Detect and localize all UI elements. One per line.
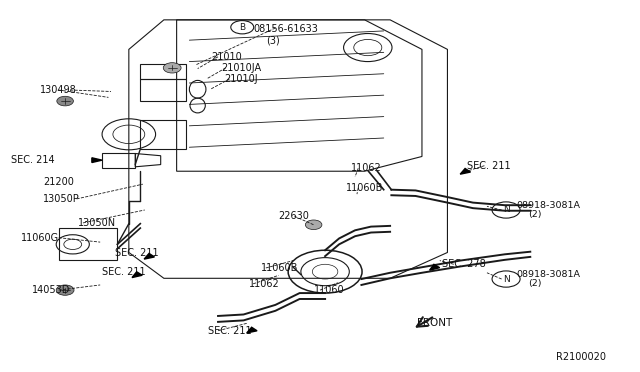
Text: 21010: 21010 bbox=[212, 52, 243, 62]
Polygon shape bbox=[92, 158, 102, 163]
Text: SEC. 214: SEC. 214 bbox=[11, 155, 54, 165]
Text: 08156-61633: 08156-61633 bbox=[253, 24, 318, 34]
Text: 13050N: 13050N bbox=[78, 218, 116, 228]
Text: SEC. 211: SEC. 211 bbox=[467, 161, 510, 171]
Text: N: N bbox=[502, 275, 509, 283]
Polygon shape bbox=[246, 327, 257, 333]
Text: SEC. 211: SEC. 211 bbox=[115, 248, 159, 258]
Polygon shape bbox=[144, 253, 154, 259]
Text: 11060G: 11060G bbox=[20, 233, 59, 243]
Text: 13050P: 13050P bbox=[43, 194, 79, 204]
Text: 21010JA: 21010JA bbox=[221, 63, 261, 73]
Text: 22630: 22630 bbox=[278, 211, 310, 221]
Text: 11062: 11062 bbox=[248, 279, 280, 289]
Text: 11060B: 11060B bbox=[261, 263, 299, 273]
Polygon shape bbox=[429, 264, 440, 270]
Text: 11060: 11060 bbox=[314, 285, 344, 295]
Text: 130498: 130498 bbox=[40, 85, 76, 95]
Polygon shape bbox=[460, 169, 470, 174]
Circle shape bbox=[57, 96, 74, 106]
Text: SEC. 211: SEC. 211 bbox=[102, 267, 146, 277]
Text: (3): (3) bbox=[266, 35, 280, 45]
Text: 14053D: 14053D bbox=[32, 285, 70, 295]
Circle shape bbox=[305, 220, 322, 230]
Text: FRONT: FRONT bbox=[417, 318, 452, 328]
Circle shape bbox=[56, 285, 74, 295]
Text: N: N bbox=[502, 205, 509, 215]
Text: 08918-3081A: 08918-3081A bbox=[516, 201, 580, 210]
Text: SEC. 211: SEC. 211 bbox=[209, 326, 252, 336]
Circle shape bbox=[163, 62, 181, 73]
Text: 08918-3081A: 08918-3081A bbox=[516, 270, 580, 279]
Text: 11062: 11062 bbox=[351, 163, 381, 173]
Polygon shape bbox=[132, 272, 142, 278]
Text: B: B bbox=[239, 23, 245, 32]
Text: (2): (2) bbox=[528, 210, 541, 219]
Text: (2): (2) bbox=[528, 279, 541, 288]
Text: R2100020: R2100020 bbox=[556, 352, 606, 362]
Text: 11060B: 11060B bbox=[346, 183, 383, 193]
Text: SEC. 278: SEC. 278 bbox=[442, 259, 486, 269]
Text: 21010J: 21010J bbox=[225, 74, 258, 84]
Text: 21200: 21200 bbox=[43, 177, 74, 187]
